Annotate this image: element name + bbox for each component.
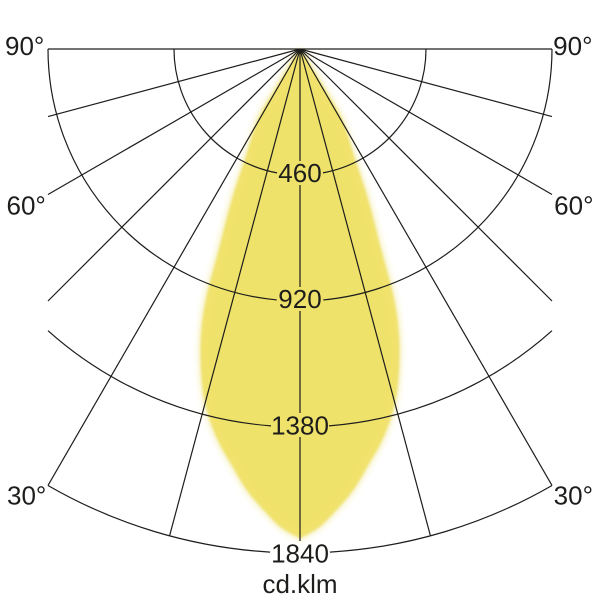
svg-text:cd.klm: cd.klm [262,569,337,599]
svg-text:30°: 30° [554,481,593,511]
svg-text:90°: 90° [553,31,592,61]
svg-text:1380: 1380 [271,410,329,440]
svg-text:30°: 30° [7,481,46,511]
svg-text:920: 920 [278,284,321,314]
svg-text:90°: 90° [5,31,44,61]
svg-text:460: 460 [278,158,321,188]
svg-text:1840: 1840 [271,539,329,569]
svg-text:60°: 60° [7,191,46,221]
svg-text:60°: 60° [554,191,593,221]
